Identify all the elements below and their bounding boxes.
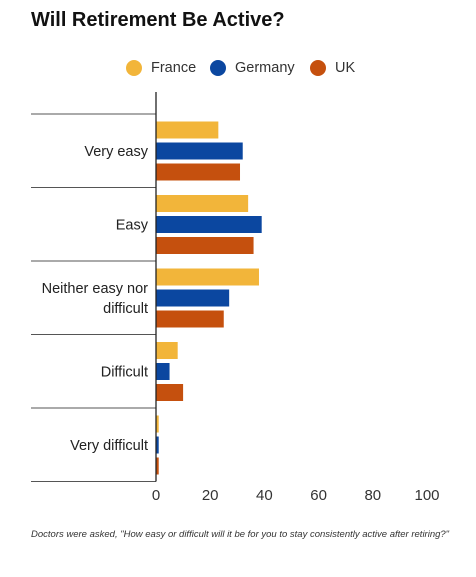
chart-title: Will Retirement Be Active? — [31, 9, 285, 31]
x-tick-label: 60 — [310, 487, 327, 504]
category-label: Very easy — [84, 144, 148, 160]
category-label: Neither easy nor — [42, 281, 149, 297]
footnote: Doctors were asked, "How easy or difficu… — [31, 529, 450, 540]
legend: France Germany UK — [0, 56, 476, 80]
legend-swatch-uk — [310, 60, 326, 76]
x-tick-label: 100 — [414, 487, 439, 504]
bar-uk-0 — [156, 163, 241, 181]
bar-france-4 — [156, 415, 159, 433]
bar-germany-1 — [156, 216, 262, 233]
bar-france-3 — [156, 342, 178, 359]
bar-germany-0 — [156, 142, 243, 160]
bar-germany-4 — [156, 436, 159, 454]
legend-swatch-germany — [210, 60, 226, 76]
x-tick-label: 80 — [364, 487, 381, 504]
legend-label-uk: UK — [335, 60, 356, 76]
legend-item-germany: Germany — [210, 56, 295, 80]
legend-item-uk: UK — [310, 56, 355, 80]
bar-uk-3 — [156, 384, 184, 401]
bar-france-2 — [156, 268, 259, 286]
legend-swatch-france — [126, 60, 142, 76]
category-label: Very difficult — [70, 438, 148, 454]
legend-label-germany: Germany — [235, 60, 295, 76]
legend-item-france: France — [126, 56, 196, 80]
bar-france-0 — [156, 121, 219, 139]
category-label: Easy — [116, 217, 149, 233]
x-tick-label: 0 — [152, 487, 160, 504]
category-label: difficult — [103, 301, 148, 317]
bar-germany-3 — [156, 363, 170, 380]
x-tick-label: 20 — [202, 487, 219, 504]
x-tick-label: 40 — [256, 487, 273, 504]
category-label: Difficult — [101, 364, 148, 380]
legend-label-france: France — [151, 60, 197, 76]
bar-germany-2 — [156, 289, 230, 307]
bar-uk-2 — [156, 310, 224, 328]
bar-uk-1 — [156, 237, 254, 254]
bar-uk-4 — [156, 457, 159, 475]
bar-france-1 — [156, 195, 249, 212]
